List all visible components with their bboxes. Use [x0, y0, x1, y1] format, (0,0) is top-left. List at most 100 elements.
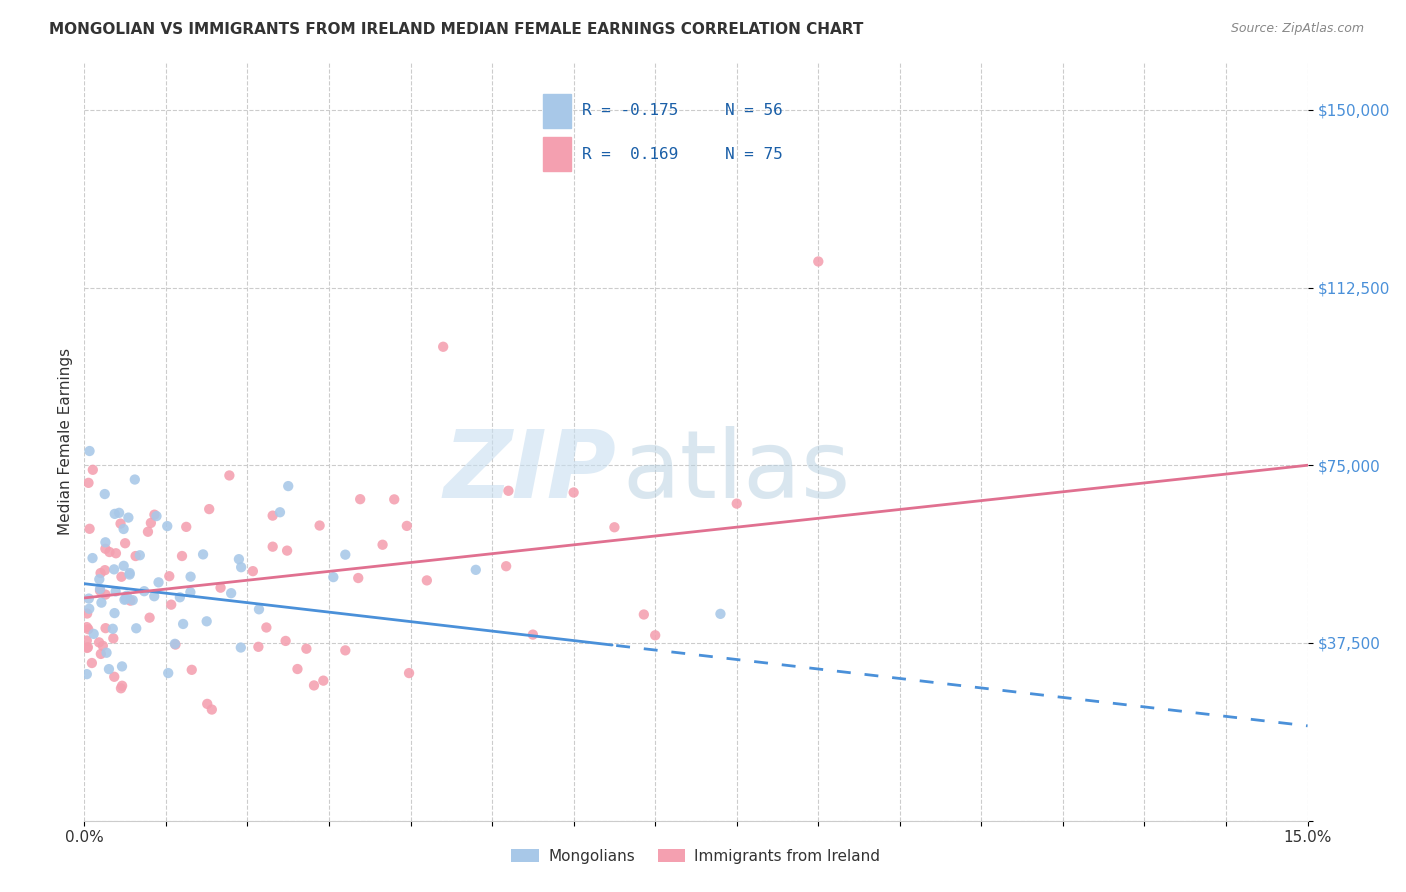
Point — [498, 483, 520, 498]
Point — [90, 566, 112, 580]
Point — [382, 492, 405, 507]
Point — [118, 566, 141, 580]
Point — [76, 633, 98, 648]
Point — [114, 592, 136, 607]
Point — [195, 697, 218, 711]
Point — [118, 567, 141, 582]
Point — [395, 519, 418, 533]
Point — [94, 541, 117, 556]
Point — [145, 509, 167, 524]
Point — [218, 468, 240, 483]
Legend: Mongolians, Immigrants from Ireland: Mongolians, Immigrants from Ireland — [505, 843, 887, 870]
Point — [89, 572, 111, 586]
Point — [242, 564, 264, 578]
Point — [110, 570, 132, 584]
Point — [111, 659, 134, 673]
Point — [77, 622, 100, 636]
Point — [104, 507, 127, 521]
Point — [349, 492, 371, 507]
Point — [172, 617, 194, 632]
Point — [633, 607, 655, 622]
FancyBboxPatch shape — [543, 137, 571, 171]
Point — [163, 637, 186, 651]
Point — [160, 598, 183, 612]
Point — [143, 508, 166, 522]
Text: N = 75: N = 75 — [725, 147, 783, 161]
Point — [398, 666, 420, 681]
Point — [138, 610, 160, 624]
Point — [322, 570, 344, 584]
Point — [124, 549, 146, 563]
Point — [209, 581, 232, 595]
Point — [77, 475, 100, 490]
Point — [94, 487, 117, 501]
Point — [117, 510, 139, 524]
Point — [156, 519, 179, 533]
Point — [90, 647, 112, 661]
Point — [180, 663, 202, 677]
Point — [201, 702, 224, 716]
Point — [179, 585, 201, 599]
Point — [254, 620, 277, 634]
Text: atlas: atlas — [623, 425, 851, 518]
Point — [228, 552, 250, 566]
Point — [90, 596, 112, 610]
Point — [335, 548, 357, 562]
Point — [247, 602, 270, 616]
Point — [97, 662, 120, 676]
Point — [295, 641, 318, 656]
Point — [136, 524, 159, 539]
Point — [709, 607, 731, 621]
Point — [94, 588, 117, 602]
Point — [262, 508, 284, 523]
Point — [103, 670, 125, 684]
Point — [603, 520, 626, 534]
Point — [312, 673, 335, 688]
Point — [198, 502, 221, 516]
Text: ZIP: ZIP — [443, 425, 616, 518]
Point — [134, 584, 156, 599]
Point — [262, 540, 284, 554]
Point — [143, 589, 166, 603]
Point — [522, 627, 544, 641]
Point — [644, 628, 666, 642]
Point — [111, 679, 134, 693]
Point — [128, 548, 150, 562]
FancyBboxPatch shape — [543, 94, 571, 128]
Point — [110, 681, 132, 696]
Point — [112, 558, 135, 573]
Point — [231, 560, 253, 574]
Point — [335, 643, 357, 657]
Text: Source: ZipAtlas.com: Source: ZipAtlas.com — [1230, 22, 1364, 36]
Point — [139, 516, 162, 530]
Point — [114, 536, 136, 550]
Text: R = -0.175: R = -0.175 — [582, 103, 678, 118]
Point — [247, 640, 270, 654]
Point — [98, 545, 121, 559]
Point — [121, 593, 143, 607]
Point — [725, 497, 748, 511]
Point — [308, 518, 330, 533]
Point — [103, 562, 125, 576]
Point — [195, 615, 218, 629]
Point — [124, 473, 146, 487]
Point — [416, 574, 439, 588]
Point — [191, 548, 214, 562]
Point — [94, 621, 117, 635]
Point — [157, 569, 180, 583]
Point — [89, 582, 111, 596]
Point — [148, 575, 170, 590]
Point — [169, 591, 191, 605]
Text: R =  0.169: R = 0.169 — [582, 147, 678, 161]
Point — [96, 646, 118, 660]
Point — [165, 638, 187, 652]
Point — [108, 506, 131, 520]
Point — [277, 479, 299, 493]
Point — [104, 546, 127, 560]
Point — [170, 549, 193, 563]
Point — [287, 662, 309, 676]
Point — [101, 622, 124, 636]
Point — [110, 516, 132, 531]
Point — [76, 667, 98, 681]
Point — [464, 563, 486, 577]
